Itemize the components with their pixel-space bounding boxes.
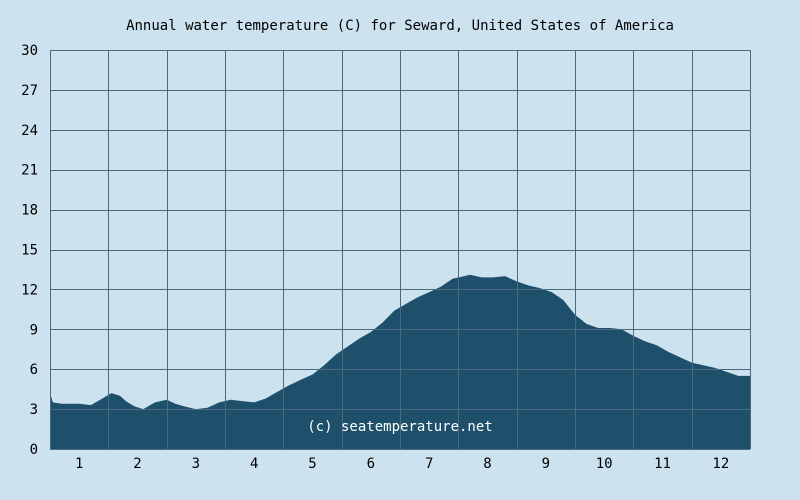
- y-tick-label: 27: [21, 83, 38, 99]
- x-tick-label: 4: [250, 456, 258, 472]
- x-tick-label: 8: [483, 456, 491, 472]
- x-tick-label: 9: [542, 456, 550, 472]
- y-tick-label: 3: [30, 402, 38, 418]
- x-tick-label: 7: [425, 456, 433, 472]
- y-tick-label: 21: [21, 163, 38, 179]
- x-tick-label: 10: [596, 456, 613, 472]
- y-tick-label: 12: [21, 282, 38, 298]
- watermark-text: (c) seatemperature.net: [307, 419, 493, 435]
- x-tick-label: 12: [712, 456, 729, 472]
- x-tick-label: 6: [367, 456, 375, 472]
- x-tick-label: 11: [654, 456, 671, 472]
- y-tick-label: 9: [30, 322, 38, 338]
- chart-title: Annual water temperature (C) for Seward,…: [126, 18, 674, 34]
- y-tick-label: 18: [21, 203, 38, 219]
- y-tick-label: 6: [30, 362, 38, 378]
- y-tick-label: 15: [21, 243, 38, 259]
- y-tick-label: 30: [21, 43, 38, 59]
- y-tick-label: 24: [21, 123, 38, 139]
- x-tick-label: 1: [75, 456, 83, 472]
- grid-layer: [50, 50, 751, 450]
- x-tick-label: 5: [308, 456, 316, 472]
- x-tick-label: 2: [133, 456, 141, 472]
- y-tick-label: 0: [30, 442, 38, 458]
- x-tick-label: 3: [192, 456, 200, 472]
